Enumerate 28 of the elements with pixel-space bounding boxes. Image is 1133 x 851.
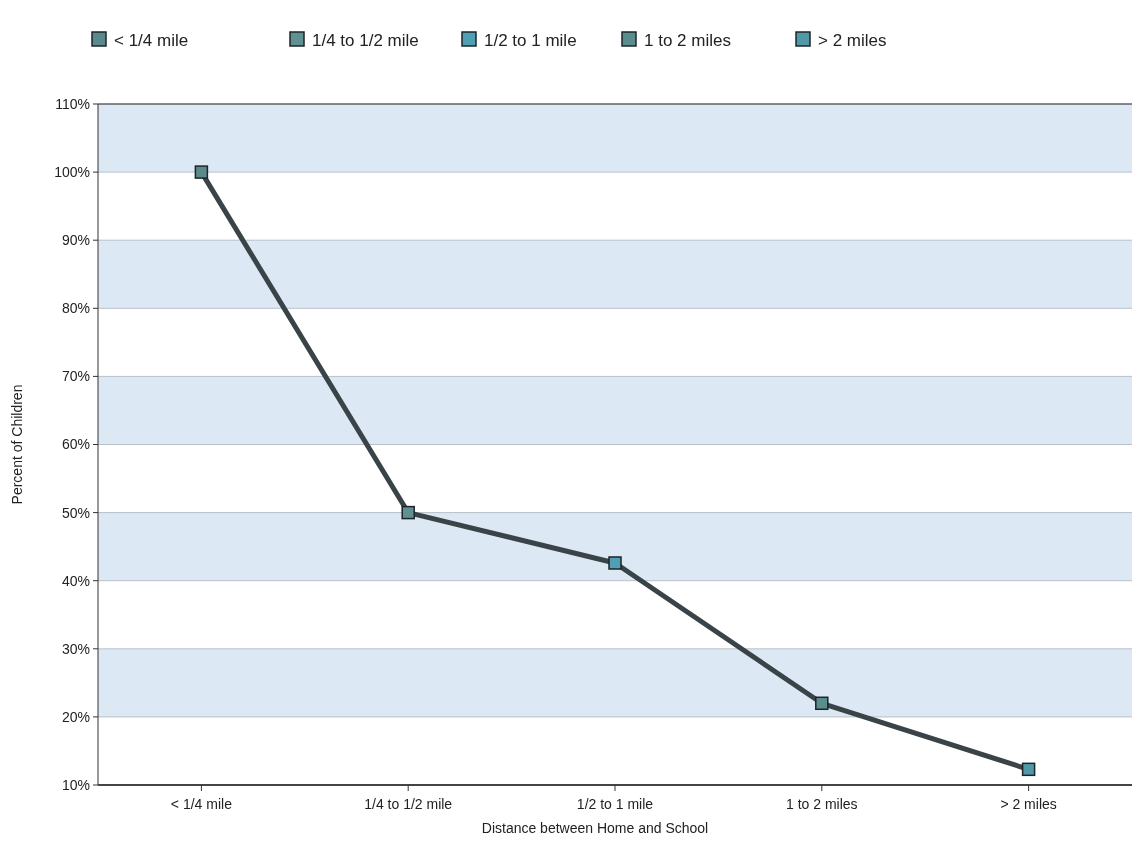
y-tick-label: 80% — [61, 300, 90, 317]
y-tick-label: 90% — [61, 232, 90, 249]
point — [815, 696, 829, 711]
category-label: > 2 miles — [818, 30, 887, 50]
category-label: 1/4 to 1/2 mile — [312, 30, 419, 50]
y-tick-label: 10% — [61, 776, 90, 793]
category-label: 1 to 2 miles — [644, 30, 731, 50]
x-tick-label: 1/2 to 1 mile — [576, 796, 654, 812]
x-tick-label: 1 to 2 miles — [786, 796, 858, 812]
y-tick-label: 100% — [54, 164, 90, 180]
y-tick-label: 30% — [61, 640, 90, 657]
category-label: 1/2 to 1 mile — [484, 30, 577, 50]
point — [1021, 762, 1036, 777]
point — [401, 505, 415, 520]
x-tick-label: 1/4 to 1/2 mile — [364, 796, 453, 812]
y-tick-label: 50% — [61, 504, 90, 521]
y-tick-label: 20% — [61, 708, 90, 725]
x-axis-title: Distance between Home and School — [481, 820, 709, 836]
y-tick-label: 40% — [61, 572, 90, 589]
x-tick-label: > 2 miles — [1000, 796, 1057, 812]
point — [608, 556, 622, 570]
point — [194, 165, 209, 179]
y-tick-label: 60% — [61, 436, 90, 453]
x-tick-label: < 1/4 mile — [170, 796, 233, 812]
y-tick-label: 110% — [55, 95, 90, 112]
y-tick-label: 70% — [61, 368, 90, 385]
y-axis-title: Percent of Children — [9, 384, 25, 505]
category-label: < 1/4 mile — [114, 30, 189, 50]
